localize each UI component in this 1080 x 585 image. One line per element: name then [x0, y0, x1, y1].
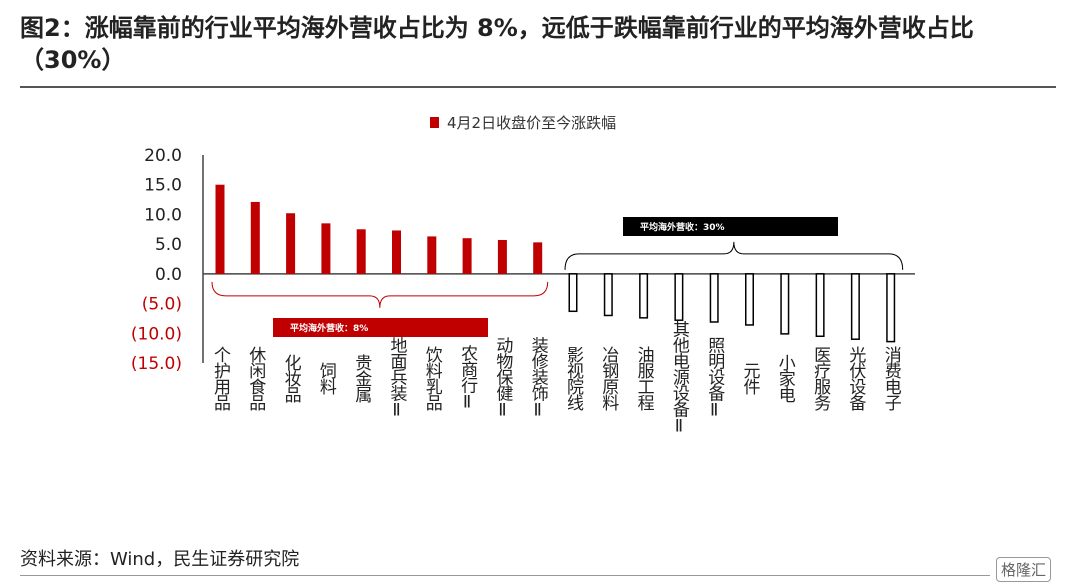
- bar-up: [356, 229, 366, 274]
- bar-up: [250, 201, 260, 274]
- bracket-up: [211, 281, 549, 308]
- bar-down: [850, 273, 860, 340]
- bar-down: [709, 273, 719, 323]
- title-divider: [20, 86, 1056, 88]
- y-tick-label: 10.0: [144, 205, 182, 225]
- category-label: 贵金属: [351, 354, 372, 403]
- bar-down: [674, 273, 684, 321]
- bar-up: [427, 236, 437, 274]
- y-tick-label: (15.0): [131, 354, 182, 374]
- bar-up: [462, 238, 472, 274]
- source-note: 资料来源：Wind，民生证券研究院: [20, 549, 300, 570]
- category-label: 休闲食品: [245, 346, 265, 411]
- chart-title: 图2：涨幅靠前的行业平均海外营收占比为 8%，远低于跌幅靠前行业的平均海外营收占…: [20, 14, 974, 74]
- y-tick-label: 15.0: [144, 176, 182, 196]
- y-tick-label: 20.0: [144, 146, 182, 166]
- bar-down: [603, 273, 613, 317]
- category-label: 饮料乳品: [422, 346, 443, 411]
- bar-up: [497, 239, 507, 274]
- bar-down: [745, 273, 754, 326]
- category-label: 影视院线: [563, 346, 584, 411]
- category-label: 装修装饰Ⅱ: [528, 336, 549, 419]
- category-label: 其他电源设备Ⅱ: [669, 320, 690, 435]
- bar-up: [321, 223, 331, 274]
- bar-up: [215, 184, 225, 274]
- category-label: 冶钢原料: [598, 346, 619, 411]
- category-label: 消费电子: [881, 346, 902, 411]
- legend-label: 4月2日收盘价至今涨跌幅: [447, 114, 616, 132]
- annotation-text-down: 平均海外营收：30%: [640, 221, 725, 233]
- y-tick-label: (10.0): [131, 324, 182, 344]
- bar-down: [815, 273, 825, 338]
- category-label: 元件: [740, 362, 761, 395]
- bar-up: [286, 213, 296, 274]
- category-label: 光伏设备: [845, 346, 866, 411]
- category-label: 油服工程: [634, 346, 655, 411]
- category-label: 个护用品: [210, 346, 231, 411]
- watermark-logo: 格隆汇: [996, 557, 1052, 582]
- bracket-down: [564, 241, 904, 270]
- category-label: 医疗服务: [810, 346, 831, 411]
- legend-swatch: [430, 117, 439, 128]
- y-tick-label: 0.0: [155, 265, 182, 285]
- y-tick-label: 5.0: [155, 235, 182, 255]
- bar-down: [886, 273, 896, 343]
- bar-down: [780, 273, 790, 335]
- source-divider: [20, 575, 990, 576]
- y-tick-label: (5.0): [142, 295, 182, 315]
- category-label: 化妆品: [281, 354, 302, 403]
- category-label: 动物保健Ⅱ: [492, 336, 513, 419]
- category-label: 饲料: [316, 362, 337, 395]
- bar-down: [568, 273, 578, 313]
- category-label: 地面兵装Ⅱ: [387, 336, 408, 419]
- category-label: 农商行Ⅱ: [457, 344, 478, 411]
- bar-chart: 20.0 15.0 10.0 5.0 0.0 (5.0) (10.0) (15.0) 4月2日收…: [131, 114, 915, 436]
- annotation-box-down: [623, 217, 838, 236]
- category-label: 小家电: [775, 354, 796, 403]
- bar-down: [639, 273, 649, 319]
- bar-up: [392, 230, 401, 274]
- annotation-box-up: [273, 318, 488, 337]
- category-label: 照明设备Ⅱ: [704, 337, 725, 420]
- bar-up: [533, 242, 543, 274]
- annotation-text-up: 平均海外营收：8%: [290, 322, 368, 334]
